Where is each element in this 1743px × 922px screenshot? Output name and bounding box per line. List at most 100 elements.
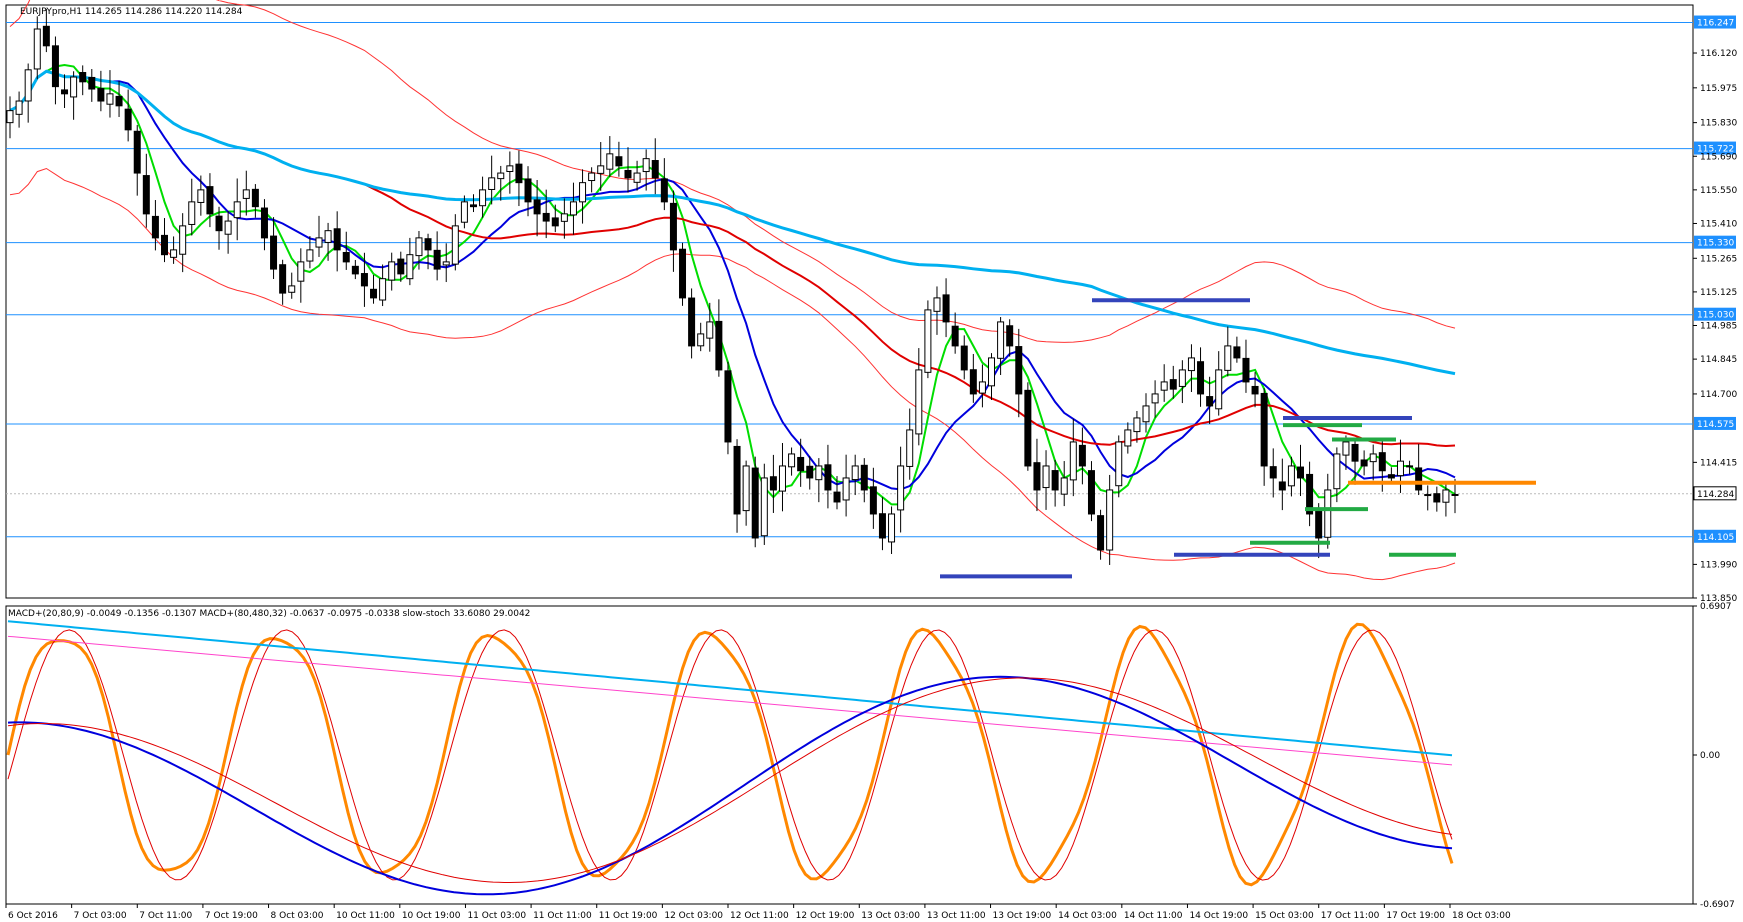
candle-bear <box>1406 465 1414 468</box>
candle-bull <box>297 261 305 282</box>
candle-bull <box>506 165 514 173</box>
candle-bull <box>778 465 786 492</box>
candle-bear <box>1451 493 1459 496</box>
current-price-tag <box>1693 486 1737 501</box>
time-tick-label: 7 Oct 11:00 <box>139 911 192 921</box>
candle-bear <box>360 273 368 287</box>
candle-bull <box>1060 477 1068 495</box>
candle-bull <box>1151 393 1159 404</box>
level-price-tag <box>1694 307 1736 321</box>
candle-bull <box>760 477 768 537</box>
macd-slow-signal-line <box>7 635 1453 766</box>
candle-bear <box>1351 443 1359 462</box>
time-tick-label: 18 Oct 03:00 <box>1452 911 1511 921</box>
candle-bear <box>1024 389 1032 467</box>
candle-bull <box>697 333 705 347</box>
candle-bear <box>1360 459 1368 467</box>
level-price-tag <box>1694 235 1736 249</box>
candle-bear <box>1033 462 1041 491</box>
main-panel-header: EURJPYpro,H1 114.265 114.286 114.220 114… <box>20 7 243 17</box>
candle-bear <box>88 76 96 90</box>
candle-bear <box>1260 392 1268 467</box>
main-panel-border <box>5 4 1694 599</box>
price-tick-label: 115.830 <box>1700 119 1737 129</box>
price-tick-label: 115.975 <box>1700 84 1737 94</box>
candle-bull <box>897 465 905 511</box>
candle-bear <box>397 258 405 275</box>
macd-slow-line <box>7 620 1453 757</box>
candle-bear <box>724 370 732 443</box>
candle-bear <box>733 445 741 515</box>
candle-bull <box>324 230 332 243</box>
candle-bear <box>1378 452 1386 472</box>
candle-bear <box>279 264 287 294</box>
candle-bear <box>1087 470 1095 515</box>
level-price-label: 115.722 <box>1697 145 1734 155</box>
osc-tick-label: -0.6907 <box>1700 900 1735 910</box>
candle-bear <box>515 163 523 184</box>
candle-bull <box>306 249 314 262</box>
time-tick-label: 17 Oct 11:00 <box>1321 911 1380 921</box>
time-tick-label: 12 Oct 03:00 <box>664 911 723 921</box>
candle-bear <box>769 476 777 491</box>
candle-bear <box>1269 466 1277 479</box>
candle-bear <box>160 234 168 256</box>
candle-bull <box>1187 357 1195 372</box>
candle-bull <box>788 453 796 468</box>
candle-bear <box>869 486 877 515</box>
price-tick-label: 113.850 <box>1700 594 1737 604</box>
candle-bull <box>1324 489 1332 538</box>
long-ma-line <box>9 69 1456 376</box>
candle-bear <box>615 156 623 167</box>
candle-bear <box>878 513 886 539</box>
candle-bear <box>806 465 814 479</box>
candle-bull <box>1342 441 1350 456</box>
level-price-tag <box>1694 141 1736 155</box>
candle-bull <box>579 182 587 203</box>
candle-bear <box>1051 470 1059 491</box>
price-tick-label: 115.265 <box>1700 254 1737 264</box>
candle-bear <box>542 212 550 222</box>
candle-bear <box>1006 325 1014 347</box>
chart-frame <box>5 4 1694 905</box>
candle-bull <box>933 297 941 312</box>
candle-bear <box>679 248 687 299</box>
axes: 116.120 115.975 115.830 115.690 115.550 115.4… <box>5 49 1737 921</box>
price-tick-label: 116.120 <box>1700 49 1737 59</box>
candle-bull <box>233 201 241 219</box>
candle-bull <box>569 201 577 216</box>
candle-bear <box>969 369 977 395</box>
candle-bull <box>1442 489 1450 503</box>
time-tick-label: 10 Oct 11:00 <box>336 911 395 921</box>
candle-bear <box>960 345 968 371</box>
time-tick-label: 11 Oct 03:00 <box>467 911 526 921</box>
candle-bull <box>597 165 605 174</box>
level-price-label: 114.575 <box>1697 420 1734 430</box>
current-price-label: 114.284 <box>1697 490 1734 500</box>
time-tick-label: 11 Oct 11:00 <box>533 911 592 921</box>
candle-bear <box>624 169 632 179</box>
candle-bear <box>551 217 559 227</box>
level-price-label: 116.247 <box>1697 19 1734 29</box>
time-tick-label: 6 Oct 2016 <box>8 911 58 921</box>
price-tick-label: 114.845 <box>1700 355 1737 365</box>
price-tick-label: 114.700 <box>1700 390 1737 400</box>
candle-bull <box>642 158 650 173</box>
candle-bear <box>1306 473 1314 515</box>
candle-bull <box>606 153 614 170</box>
candle-bear <box>251 188 259 208</box>
candle-bull <box>170 249 178 258</box>
level-markers <box>940 298 1536 579</box>
candle-bull <box>288 285 296 293</box>
candle-bull <box>1106 489 1114 551</box>
candle-bear <box>370 288 378 299</box>
candle-bull <box>978 381 986 394</box>
candle-bull <box>906 429 914 467</box>
time-tick-label: 10 Oct 19:00 <box>402 911 461 921</box>
candle-bear <box>1015 346 1023 395</box>
level-price-tag <box>1694 15 1736 29</box>
candle-bear <box>1097 515 1105 551</box>
candle-bear <box>42 25 50 47</box>
candle-bull <box>106 93 114 105</box>
